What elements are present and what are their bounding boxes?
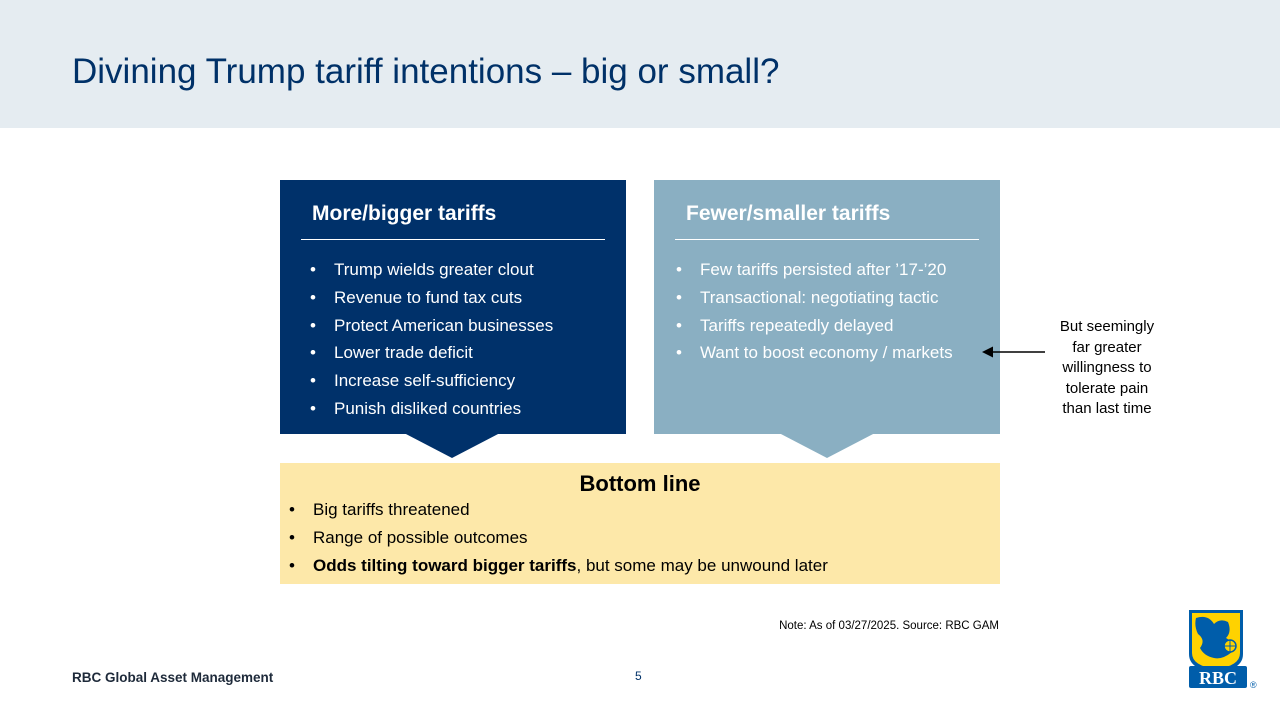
list-item-text: , but some may be unwound later [576, 555, 828, 575]
list-item: • Revenue to fund tax cuts [310, 284, 553, 312]
list-item-text: Tariffs repeatedly delayed [700, 315, 894, 335]
list-item-text: Big tariffs threatened [313, 500, 470, 519]
bullet-icon: • [289, 500, 295, 519]
list-item-text: Increase self-sufficiency [334, 371, 516, 391]
list-item: • Range of possible outcomes [289, 524, 828, 552]
bullet-icon: • [676, 343, 682, 363]
bullet-icon: • [289, 527, 295, 547]
list-item: • Protect American businesses [310, 312, 553, 340]
bullet-icon: • [310, 315, 316, 335]
list-item: • Odds tilting toward bigger tariffs, but… [289, 552, 828, 580]
list-item-bold-text: Odds tilting toward bigger tariffs [313, 555, 577, 575]
bullet-icon: • [310, 343, 316, 363]
brand-name: RBC Global Asset Management [72, 670, 274, 685]
list-item: • Want to boost economy / markets [676, 339, 953, 367]
list-item: • Few tariffs persisted after ’17-’20 [676, 256, 953, 284]
list-item: • Trump wields greater clout [310, 256, 553, 284]
rbc-logo-icon: RBC ® [1189, 610, 1257, 690]
list-item-text: Few tariffs persisted after ’17-’20 [700, 260, 947, 279]
list-item: • Transactional: negotiating tactic [676, 284, 953, 312]
annotation-text: But seemingly far greater willingness to… [1036, 317, 1178, 420]
list-item-text: Range of possible outcomes [313, 527, 528, 547]
bottom-line-box: Bottom line • Big tariffs threatened • Ran… [280, 463, 1000, 584]
list-item: • Increase self-sufficiency [310, 367, 553, 395]
header-band [0, 0, 1280, 128]
page-number: 5 [635, 669, 642, 683]
annotation-line: But seemingly [1059, 318, 1155, 335]
list-item: • Punish disliked countries [310, 395, 553, 423]
bullet-icon: • [310, 371, 316, 391]
list-item: • Tariffs repeatedly delayed [676, 312, 953, 340]
list-item-text: Trump wields greater clout [334, 260, 534, 279]
box-heading: More/bigger tariffs [312, 202, 497, 225]
more-bigger-tariffs-box: More/bigger tariffs • Trump wields greate… [280, 180, 626, 434]
bullet-icon: • [310, 287, 316, 307]
logo-text: RBC [1199, 668, 1237, 688]
list-item-text: Protect American businesses [334, 315, 554, 335]
list-item-text: Lower trade deficit [334, 343, 473, 363]
bullet-list: • Trump wields greater clout • Revenue to … [310, 256, 553, 423]
bullet-icon: • [676, 287, 682, 307]
source-note: Note: As of 03/27/2025. Source: RBC GAM [779, 620, 999, 632]
annotation-line: than last time [1062, 400, 1152, 417]
divider [301, 239, 605, 240]
list-item-text: Revenue to fund tax cuts [334, 287, 523, 307]
list-item-text: Punish disliked countries [334, 398, 522, 418]
list-item: • Lower trade deficit [310, 339, 553, 367]
slide-title: Divining Trump tariff intentions – big o… [72, 52, 780, 91]
bullet-icon: • [310, 398, 316, 418]
divider [675, 239, 979, 240]
annotation-line: willingness to [1062, 359, 1152, 376]
bullet-list: • Few tariffs persisted after ’17-’20 • Tr… [676, 256, 953, 367]
list-item: • Big tariffs threatened [289, 496, 828, 524]
list-item-text: Want to boost economy / markets [700, 343, 953, 363]
list-item-text: Transactional: negotiating tactic [700, 287, 939, 307]
down-pointer-icon [404, 433, 500, 458]
annotation-line: far greater [1072, 338, 1142, 356]
bullet-icon: • [676, 260, 682, 279]
annotation-line: tolerate pain [1065, 379, 1149, 397]
fewer-smaller-tariffs-box: Fewer/smaller tariffs • Few tariffs persi… [654, 180, 1000, 434]
registered-mark: ® [1250, 680, 1257, 690]
down-pointer-icon [779, 433, 875, 458]
bullet-list: • Big tariffs threatened • Range of possib… [289, 496, 828, 579]
bullet-icon: • [676, 315, 682, 335]
bottom-line-heading: Bottom line [579, 471, 701, 496]
bullet-icon: • [289, 555, 295, 575]
box-heading: Fewer/smaller tariffs [686, 202, 891, 225]
bullet-icon: • [310, 260, 316, 279]
left-arrow-icon [982, 346, 1045, 358]
